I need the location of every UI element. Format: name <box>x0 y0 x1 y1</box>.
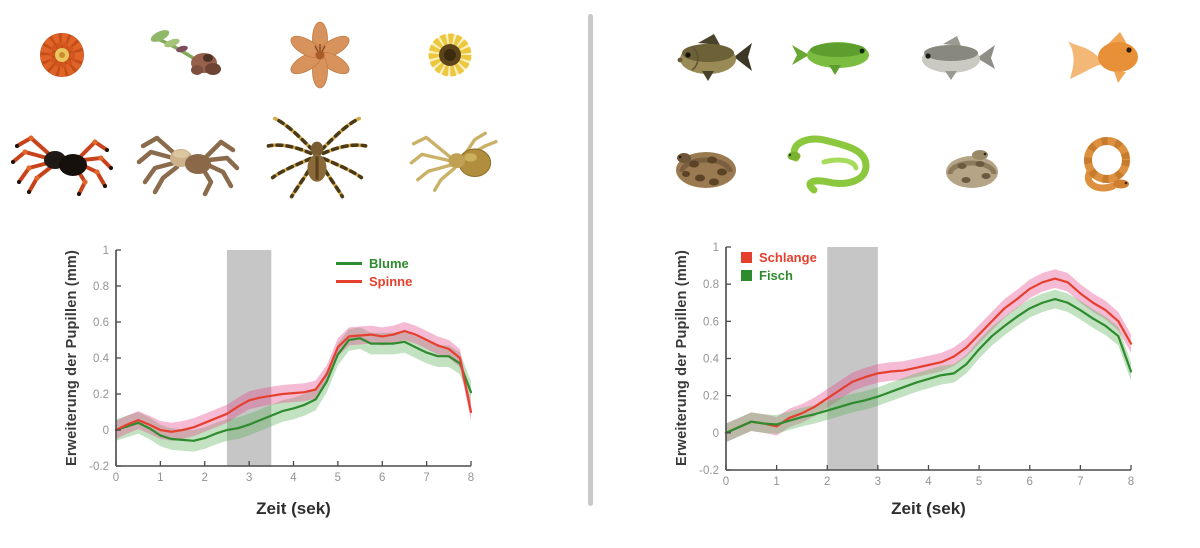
viper-snake-icon <box>946 150 998 188</box>
stimulus-window-shade <box>226 250 272 466</box>
lily-flower-image <box>270 15 370 95</box>
sunflower-image <box>400 15 500 95</box>
x-tick-label: 8 <box>468 472 474 484</box>
corn-snake-icon <box>1084 137 1130 192</box>
y-tick-label: -0.2 <box>699 465 719 477</box>
blume-line <box>114 337 473 442</box>
goldfish-icon <box>1068 32 1138 83</box>
right-chart-legend: Schlange Fisch <box>741 250 817 283</box>
legend-label-spinne: Spinne <box>369 274 413 289</box>
goldfish-image <box>1060 17 1160 102</box>
x-tick-label: 3 <box>246 472 252 484</box>
carp-fish-image <box>662 17 762 97</box>
panel-divider <box>588 14 593 506</box>
legend-entry-fisch: Fisch <box>741 268 817 283</box>
left-chart-ylabel: Erweiterung der Pupillen (mm) <box>64 249 80 467</box>
green-fish-image <box>783 17 883 97</box>
carp-fish-icon <box>677 34 752 81</box>
y-tick-label: 1 <box>103 245 109 257</box>
green-snake-image <box>778 122 878 207</box>
dried-flower-icon <box>150 30 221 75</box>
right-chart-canvas: 0 1 2 3 4 5 6 7 8 -0.2 0 0.2 0.4 0.6 0.8 1 <box>699 242 1134 488</box>
yellow-spider-icon <box>409 131 498 192</box>
viper-snake-image <box>922 122 1022 207</box>
blume-line-swatch <box>336 262 362 265</box>
spinne-line <box>114 329 473 433</box>
x-tick-label: 8 <box>1128 476 1134 488</box>
spinne-error-band <box>116 322 471 441</box>
y-tick-label: 0.8 <box>703 279 719 291</box>
schlange-square-swatch <box>741 252 752 263</box>
y-tick-label: 1 <box>713 242 719 254</box>
legend-label-fisch: Fisch <box>759 268 793 283</box>
x-tick-label: 4 <box>290 472 297 484</box>
banded-spider-image <box>262 110 372 205</box>
dried-flower-image <box>140 15 240 95</box>
x-tick-label: 1 <box>773 476 779 488</box>
banded-spider-icon <box>266 116 368 199</box>
python-snake-icon <box>676 152 736 188</box>
y-tick-label: 0 <box>713 428 719 440</box>
x-tick-label: 0 <box>723 476 729 488</box>
red-knee-tarantula-image <box>7 110 117 205</box>
y-tick-label: 0.8 <box>93 281 109 293</box>
schlange-line <box>724 277 1133 434</box>
y-tick-label: 0.4 <box>93 353 110 365</box>
corn-snake-image <box>1055 122 1155 207</box>
left-chart-legend: Blume Spinne <box>336 256 412 289</box>
legend-label-schlange: Schlange <box>759 250 817 265</box>
red-knee-tarantula-icon <box>11 135 113 196</box>
green-snake-icon <box>787 135 870 194</box>
y-tick-label: 0 <box>103 425 109 437</box>
brown-tarantula-icon <box>136 135 240 197</box>
x-tick-label: 6 <box>379 472 385 484</box>
blume-error-band <box>116 327 471 452</box>
y-tick-label: 0.6 <box>703 316 719 328</box>
x-tick-label: 7 <box>423 472 429 484</box>
x-tick-label: 5 <box>335 472 341 484</box>
fisch-line <box>724 297 1133 434</box>
brown-tarantula-image <box>133 110 243 205</box>
spinne-line-swatch <box>336 280 362 283</box>
left-chart-canvas: 0 1 2 3 4 5 6 7 8 -0.2 0 0.2 0.4 0.6 0.8 1 <box>89 245 474 484</box>
x-tick-label: 2 <box>824 476 830 488</box>
x-tick-label: 2 <box>202 472 208 484</box>
x-tick-label: 3 <box>875 476 881 488</box>
y-tick-label: 0.6 <box>93 317 109 329</box>
y-tick-label: 0.4 <box>703 354 720 366</box>
x-tick-label: 4 <box>925 476 932 488</box>
right-chart-xlabel: Zeit (sek) <box>891 499 966 518</box>
y-tick-label: 0.2 <box>703 391 719 403</box>
left-chart-xlabel: Zeit (sek) <box>256 499 331 518</box>
marigold-flower-icon <box>40 33 84 77</box>
x-tick-label: 5 <box>976 476 982 488</box>
x-tick-label: 6 <box>1027 476 1033 488</box>
silver-fish-image <box>903 17 1003 97</box>
y-tick-label: 0.2 <box>93 389 109 401</box>
legend-entry-schlange: Schlange <box>741 250 817 265</box>
yellow-spider-image <box>405 110 515 205</box>
sunflower-icon <box>428 33 472 77</box>
right-chart-ylabel: Erweiterung der Pupillen (mm) <box>674 249 690 467</box>
legend-entry-blume: Blume <box>336 256 412 271</box>
python-snake-image <box>656 122 756 207</box>
green-fish-icon <box>792 42 869 75</box>
lily-flower-icon <box>290 21 350 89</box>
marigold-flower-image <box>12 15 112 95</box>
legend-entry-spinne: Spinne <box>336 274 412 289</box>
x-tick-label: 1 <box>157 472 163 484</box>
x-tick-label: 0 <box>113 472 119 484</box>
silver-fish-icon <box>922 36 995 80</box>
x-tick-label: 7 <box>1077 476 1083 488</box>
stimulus-window-shade <box>827 247 878 470</box>
fisch-square-swatch <box>741 270 752 281</box>
legend-label-blume: Blume <box>369 256 409 271</box>
fisch-error-band <box>726 289 1131 443</box>
y-tick-label: -0.2 <box>89 461 109 473</box>
